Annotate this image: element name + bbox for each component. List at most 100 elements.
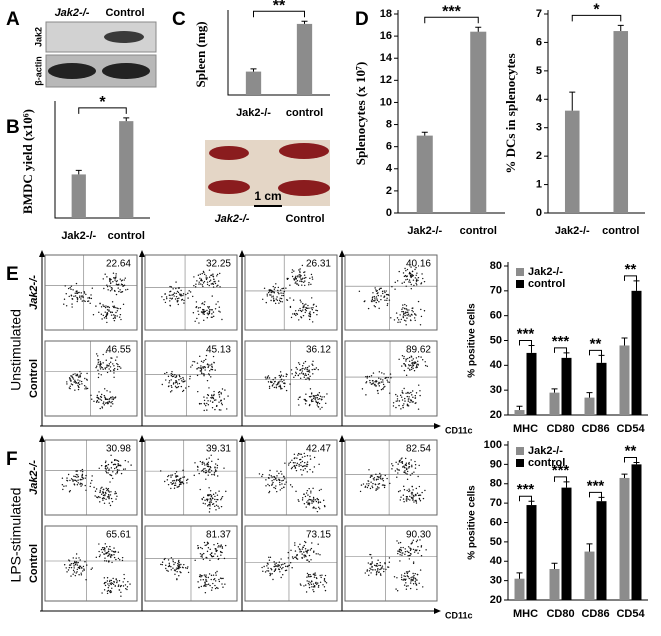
event-dot [84, 388, 86, 390]
event-dot [282, 574, 284, 576]
significance: * [99, 94, 106, 111]
event-dot [374, 483, 377, 485]
event-dot [104, 273, 106, 275]
event-dot [414, 395, 417, 397]
event-dot [296, 558, 299, 560]
event-dot [170, 487, 172, 490]
event-dot [184, 380, 186, 382]
event-dot [317, 368, 319, 371]
event-dot [72, 569, 75, 572]
event-dot [374, 383, 376, 386]
event-dot [406, 495, 408, 498]
event-dot [99, 395, 102, 398]
event-dot [274, 569, 276, 572]
event-dot [67, 473, 70, 476]
event-dot [117, 557, 120, 560]
event-dot [169, 300, 171, 302]
event-dot [172, 482, 175, 484]
event-dot [390, 377, 392, 379]
significance-bracket [589, 491, 602, 498]
event-dot [415, 282, 417, 285]
event-dot [106, 285, 109, 288]
event-dot [277, 565, 279, 568]
event-dot [297, 374, 300, 377]
event-dot [104, 557, 106, 559]
event-dot [187, 292, 189, 295]
event-dot [168, 562, 170, 565]
event-dot [204, 301, 206, 303]
flow-plot [344, 340, 438, 417]
event-dot [313, 498, 315, 500]
event-dot [102, 353, 104, 356]
event-dot [369, 379, 371, 382]
event-dot [416, 278, 418, 280]
event-dot [399, 551, 401, 554]
event-dot [216, 498, 218, 501]
event-dot [113, 306, 115, 309]
arrow-head [239, 250, 245, 257]
event-dot [412, 396, 414, 399]
event-dot [413, 501, 415, 503]
arrow-head [139, 435, 145, 442]
event-dot [309, 311, 311, 313]
event-dot [206, 550, 209, 553]
axis [397, 10, 505, 214]
event-dot [197, 307, 200, 309]
event-dot [375, 489, 377, 492]
event-dot [70, 285, 73, 287]
event-dot [199, 574, 201, 576]
event-dot [279, 571, 281, 573]
event-dot [177, 291, 180, 294]
event-dot [290, 549, 292, 552]
event-dot [377, 569, 379, 571]
event-dot [263, 565, 265, 568]
event-dot [115, 283, 118, 285]
event-dot [384, 562, 386, 565]
event-dot [107, 289, 109, 291]
event-dot [203, 409, 205, 412]
event-dot [180, 483, 182, 485]
event-dot [215, 303, 217, 305]
event-dot [273, 381, 276, 383]
event-dot [204, 503, 206, 505]
event-dot [84, 477, 86, 479]
event-dot [218, 545, 220, 547]
event-dot [110, 357, 112, 359]
event-dot [102, 488, 105, 491]
event-dot [376, 298, 378, 300]
event-dot [397, 552, 399, 555]
event-dot [270, 294, 272, 296]
event-dot [391, 463, 393, 465]
event-dot [73, 561, 76, 564]
event-dot [61, 477, 64, 479]
legend-label: control [528, 457, 565, 469]
event-dot [309, 582, 311, 584]
event-dot [176, 298, 179, 300]
event-dot [399, 321, 401, 323]
event-dot [310, 273, 313, 276]
event-dot [320, 398, 323, 401]
axis [54, 101, 150, 219]
event-dot [211, 407, 214, 409]
legend-swatch [516, 447, 524, 455]
y-axis-label: BMDC yield (x10⁶) [20, 109, 35, 214]
event-dot [405, 275, 408, 278]
event-dot [82, 477, 84, 480]
event-dot [124, 468, 127, 470]
event-dot [268, 377, 271, 379]
event-dot [112, 477, 114, 480]
event-dot [315, 367, 318, 369]
event-dot [215, 504, 218, 507]
event-dot [403, 387, 405, 390]
x-tick-label: Jak2-/- [407, 225, 442, 237]
event-dot [118, 469, 120, 471]
event-dot [295, 275, 297, 278]
event-dot [101, 393, 103, 396]
event-dot [114, 306, 116, 309]
event-dot [127, 581, 129, 583]
event-dot [294, 282, 296, 284]
event-dot [269, 469, 271, 472]
event-dot [211, 313, 213, 315]
event-dot [113, 547, 115, 549]
event-dot [63, 564, 66, 566]
